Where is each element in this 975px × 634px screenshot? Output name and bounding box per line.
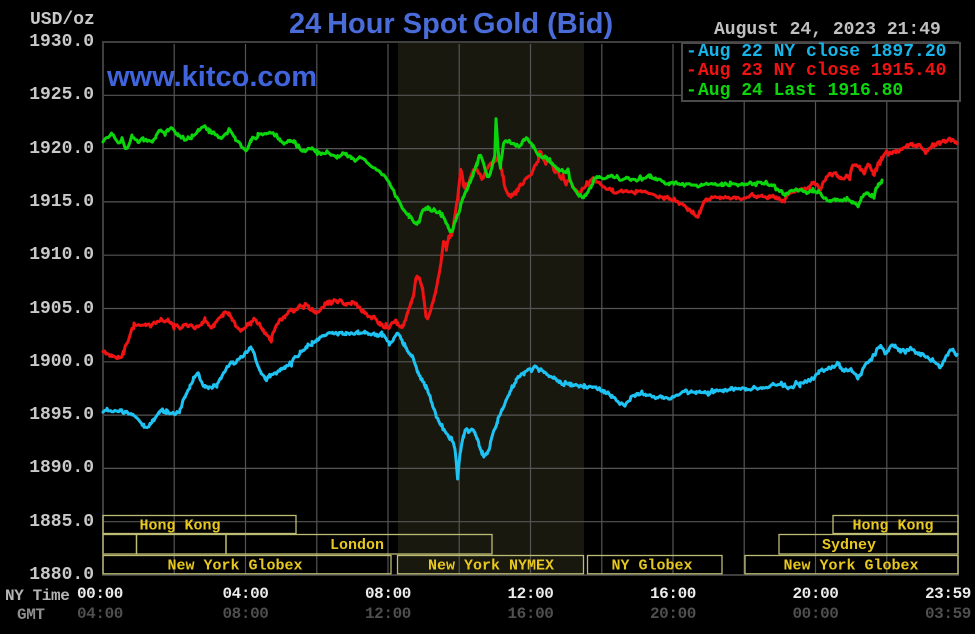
svg-text:London: London bbox=[330, 537, 384, 554]
svg-text:New York Globex: New York Globex bbox=[167, 558, 302, 575]
svg-text:New York NYMEX: New York NYMEX bbox=[428, 558, 554, 575]
svg-text:NY Globex: NY Globex bbox=[611, 558, 692, 575]
svg-text:Hong Kong: Hong Kong bbox=[139, 518, 220, 535]
svg-text:Hong Kong: Hong Kong bbox=[852, 518, 933, 535]
svg-text:New York Globex: New York Globex bbox=[783, 558, 918, 575]
svg-text:Sydney: Sydney bbox=[822, 537, 876, 554]
